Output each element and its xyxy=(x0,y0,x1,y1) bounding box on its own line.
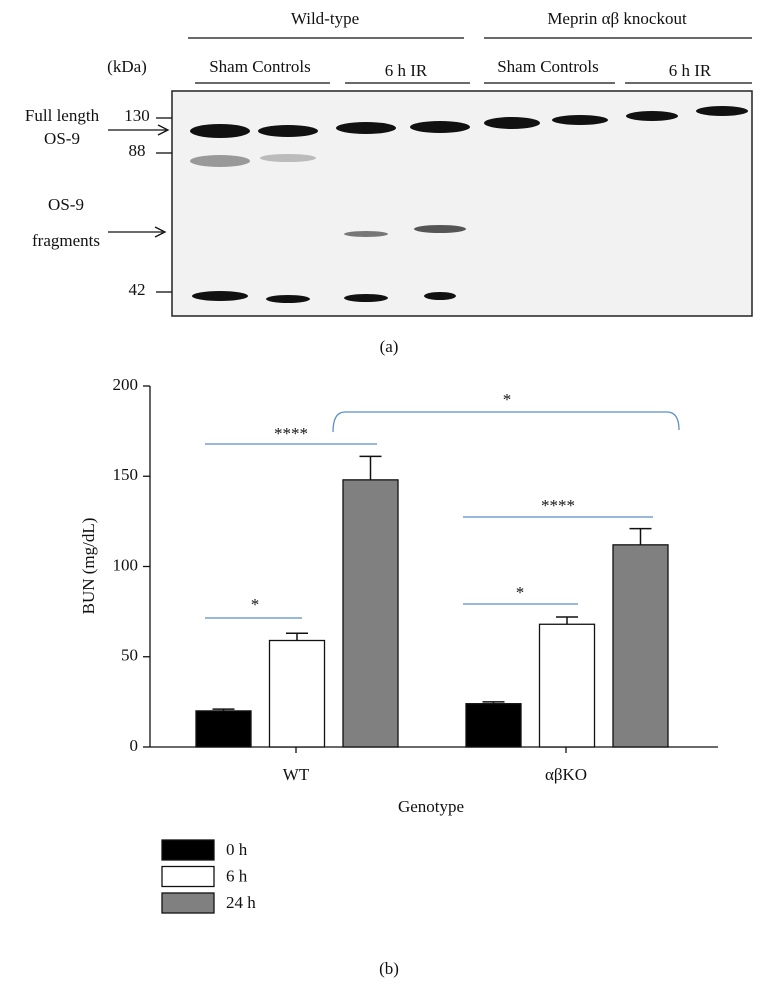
x-tick-label: αβKO xyxy=(545,765,587,784)
significance-label: **** xyxy=(274,424,308,443)
band-label: Full length xyxy=(25,106,100,125)
x-tick-label: WT xyxy=(283,765,310,784)
band-label: OS-9 xyxy=(44,129,80,148)
y-tick-label: 200 xyxy=(113,375,139,394)
group-label: Meprin αβ knockout xyxy=(547,9,687,28)
bar xyxy=(268,639,326,748)
bar xyxy=(342,479,399,748)
band-label: fragments xyxy=(32,231,100,250)
lane-label: Sham Controls xyxy=(209,57,311,76)
significance-label: * xyxy=(503,390,512,409)
blot-bands xyxy=(190,106,748,303)
legend-label: 0 h xyxy=(226,840,248,859)
band-label: OS-9 xyxy=(48,195,84,214)
lane-label: 6 h IR xyxy=(385,61,428,80)
bar xyxy=(195,710,252,748)
marker-label: 130 xyxy=(124,106,150,125)
bar xyxy=(612,544,669,748)
unit-label: (kDa) xyxy=(107,57,147,76)
significance-label: * xyxy=(516,583,525,602)
y-tick-label: 100 xyxy=(113,555,139,574)
y-tick-label: 0 xyxy=(130,736,139,755)
significance-label: * xyxy=(251,595,260,614)
legend-swatch xyxy=(161,865,215,888)
arrow-head xyxy=(154,226,167,238)
legend-swatch xyxy=(161,892,215,914)
legend-label: 6 h xyxy=(226,866,248,885)
lane-label: Sham Controls xyxy=(497,57,599,76)
group-label: Wild-type xyxy=(291,9,359,28)
significance-bracket xyxy=(332,411,680,433)
lane-label: 6 h IR xyxy=(669,61,712,80)
significance-label: **** xyxy=(541,496,575,515)
panel-label: (a) xyxy=(380,337,399,356)
y-tick-label: 150 xyxy=(113,465,139,484)
bar xyxy=(538,623,596,748)
y-axis-label: BUN (mg/dL) xyxy=(79,518,98,615)
arrow-head xyxy=(157,124,170,136)
marker-label: 88 xyxy=(129,141,146,160)
x-axis-label: Genotype xyxy=(398,797,464,816)
bar xyxy=(465,703,522,748)
panel-label: (b) xyxy=(379,959,399,978)
y-tick-label: 50 xyxy=(121,646,138,665)
legend-label: 24 h xyxy=(226,893,256,912)
marker-label: 42 xyxy=(129,280,146,299)
legend-swatch xyxy=(161,839,215,861)
